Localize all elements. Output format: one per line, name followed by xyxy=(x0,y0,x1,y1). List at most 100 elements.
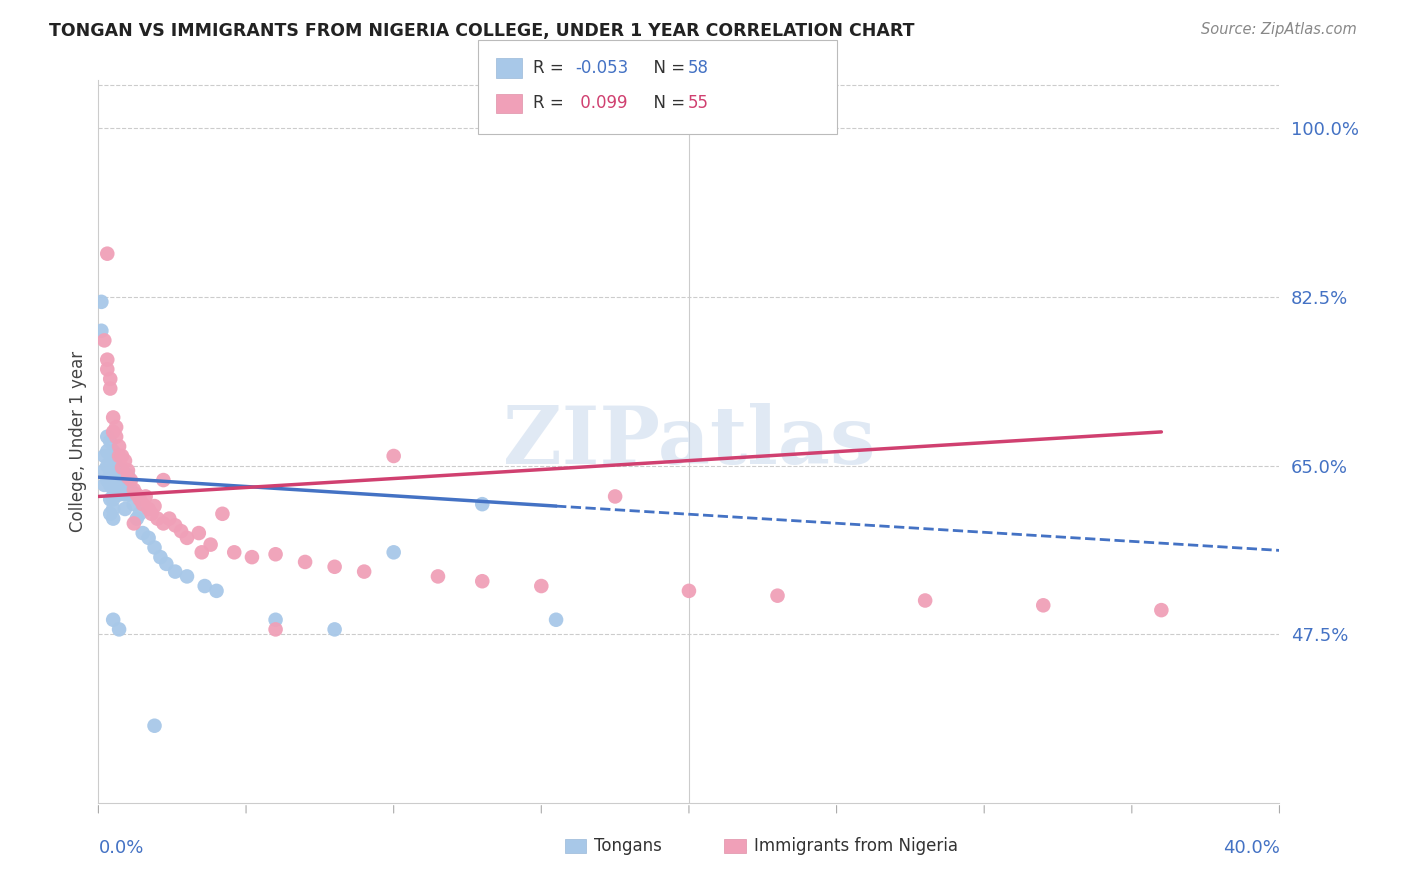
Point xyxy=(98,507,121,521)
Point xyxy=(96,362,118,376)
Text: -0.053: -0.053 xyxy=(575,59,628,77)
Point xyxy=(187,526,209,541)
Point xyxy=(103,511,125,525)
Point xyxy=(264,623,287,637)
Text: Immigrants from Nigeria: Immigrants from Nigeria xyxy=(754,838,957,855)
Point xyxy=(146,511,169,525)
Point xyxy=(224,545,246,559)
Point xyxy=(98,492,121,507)
Point xyxy=(96,430,118,444)
Point xyxy=(105,468,128,483)
Point xyxy=(98,449,121,463)
Point xyxy=(143,541,166,555)
Text: 55: 55 xyxy=(688,95,709,112)
Text: Tongans: Tongans xyxy=(595,838,662,855)
Text: N =: N = xyxy=(643,59,690,77)
Point xyxy=(111,460,134,475)
Point xyxy=(427,569,450,583)
Point xyxy=(114,502,136,516)
Point xyxy=(114,487,136,501)
Point xyxy=(117,468,139,483)
Point xyxy=(165,565,187,579)
Point xyxy=(143,499,166,513)
Point xyxy=(382,545,405,559)
Point xyxy=(96,444,118,458)
Point xyxy=(122,483,145,497)
Point xyxy=(471,574,494,589)
Point xyxy=(678,583,700,598)
Point xyxy=(323,559,346,574)
Point xyxy=(132,497,155,511)
Point xyxy=(382,449,405,463)
Bar xyxy=(565,838,586,854)
Point xyxy=(111,449,134,463)
Point xyxy=(98,434,121,449)
Point xyxy=(128,492,150,507)
Point xyxy=(105,478,128,492)
Point xyxy=(105,487,128,501)
Point xyxy=(128,507,150,521)
Point xyxy=(103,502,125,516)
Point xyxy=(93,463,115,477)
Bar xyxy=(724,838,745,854)
Point xyxy=(108,478,131,492)
Point xyxy=(152,516,174,531)
Point xyxy=(120,483,142,497)
Point xyxy=(264,547,287,561)
Text: R =: R = xyxy=(533,59,569,77)
Point xyxy=(103,483,125,497)
Point xyxy=(530,579,553,593)
Point xyxy=(108,439,131,453)
Point xyxy=(155,557,177,571)
Point xyxy=(105,458,128,473)
Point xyxy=(98,372,121,386)
Point xyxy=(103,463,125,477)
Text: R =: R = xyxy=(533,95,569,112)
Point xyxy=(98,478,121,492)
Point xyxy=(93,449,115,463)
Point xyxy=(125,487,148,501)
Point xyxy=(114,473,136,487)
Point xyxy=(96,246,118,260)
Text: Source: ZipAtlas.com: Source: ZipAtlas.com xyxy=(1201,22,1357,37)
Point xyxy=(176,531,198,545)
Point xyxy=(108,487,131,501)
Point xyxy=(103,454,125,468)
Point xyxy=(108,623,131,637)
Point xyxy=(120,473,142,487)
Point xyxy=(96,458,118,473)
Point xyxy=(103,473,125,487)
Point xyxy=(546,613,568,627)
Point xyxy=(138,531,160,545)
Point xyxy=(108,468,131,483)
Text: 58: 58 xyxy=(688,59,709,77)
Text: TONGAN VS IMMIGRANTS FROM NIGERIA COLLEGE, UNDER 1 YEAR CORRELATION CHART: TONGAN VS IMMIGRANTS FROM NIGERIA COLLEG… xyxy=(49,22,915,40)
Point xyxy=(143,719,166,733)
Point xyxy=(132,526,155,541)
Point xyxy=(117,470,139,484)
Point xyxy=(211,507,233,521)
Text: 0.099: 0.099 xyxy=(575,95,627,112)
Point xyxy=(103,492,125,507)
Point xyxy=(1150,603,1173,617)
Point xyxy=(98,382,121,396)
Point xyxy=(1032,599,1054,613)
Point xyxy=(766,589,789,603)
Point xyxy=(605,490,627,504)
Point xyxy=(138,502,160,516)
Point xyxy=(98,463,121,477)
Point xyxy=(96,352,118,367)
Point xyxy=(117,487,139,501)
Point xyxy=(103,444,125,458)
Point xyxy=(105,420,128,434)
Point xyxy=(122,516,145,531)
Point xyxy=(194,579,217,593)
Point xyxy=(111,483,134,497)
Point xyxy=(176,569,198,583)
Text: 0.0%: 0.0% xyxy=(98,838,143,857)
Point xyxy=(108,449,131,463)
Point xyxy=(125,511,148,525)
Point xyxy=(117,463,139,477)
Point xyxy=(103,425,125,439)
Point xyxy=(157,511,180,525)
